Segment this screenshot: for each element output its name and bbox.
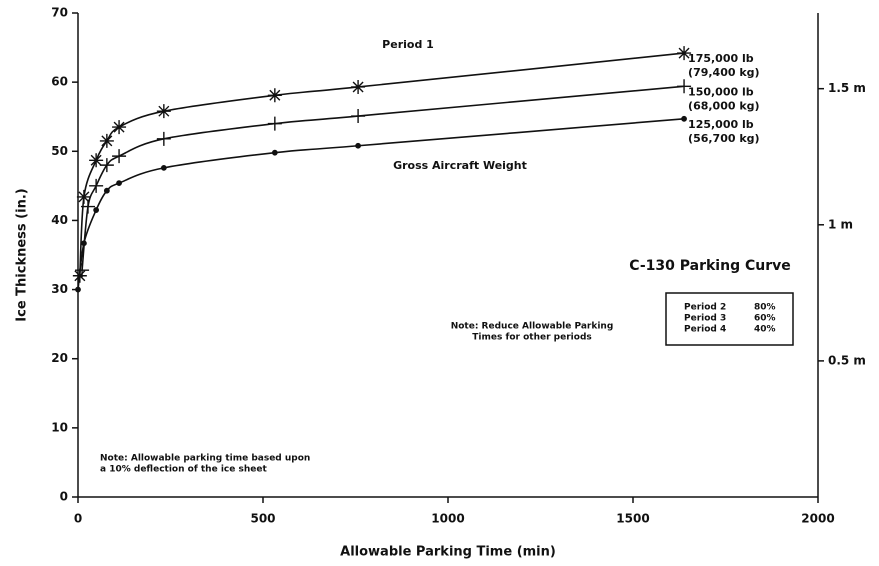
x-tick-label: 500 (250, 512, 275, 526)
point (76, 189, 91, 204)
series-label: 175,000 lb (688, 52, 754, 65)
point (160, 164, 167, 171)
x-tick-label: 1000 (431, 512, 464, 526)
point (267, 116, 282, 131)
x-axis-label: Allowable Parking Time (min) (340, 545, 556, 560)
period-value: 40% (754, 325, 776, 335)
series-sublabel: (79,400 kg) (688, 66, 760, 79)
point (677, 79, 692, 94)
point (89, 153, 104, 168)
point (677, 46, 692, 61)
y-tick-label: 70 (51, 6, 68, 20)
series-line (79, 52, 685, 276)
period-value: 80% (754, 303, 776, 313)
point (156, 104, 171, 119)
y2-tick-label: 1.5 m (828, 81, 866, 95)
y2-tick-label: 0.5 m (828, 353, 866, 367)
chart-title: C-130 Parking Curve (629, 258, 790, 274)
y-axis-label: Ice Thickness (in.) (15, 188, 30, 321)
point (75, 286, 81, 293)
series-label: 125,000 lb (688, 118, 754, 131)
point (116, 180, 122, 186)
point (351, 109, 366, 124)
annotation: Period 1 (382, 38, 434, 51)
point (267, 88, 282, 103)
x-tick-label: 0 (74, 512, 82, 526)
note: a 10% deflection of the ice sheet (100, 465, 267, 475)
point (81, 240, 87, 247)
series-line (77, 117, 685, 290)
point (112, 120, 127, 135)
period-value: 60% (754, 314, 776, 324)
note: Note: Reduce Allowable Parking (451, 322, 614, 332)
point (99, 158, 114, 173)
y-tick-label: 60 (51, 75, 68, 89)
point (112, 149, 127, 164)
point (99, 133, 114, 148)
period-box (665, 292, 794, 346)
y-tick-label: 10 (51, 420, 68, 434)
series-sublabel: (68,000 kg) (688, 99, 760, 112)
series-label: 150,000 lb (688, 85, 754, 98)
point (89, 178, 104, 193)
point (93, 207, 100, 213)
x-tick-label: 1500 (616, 512, 649, 526)
point (103, 187, 110, 194)
period-name: Period 2 (684, 303, 726, 313)
series-sublabel: (56,700 kg) (688, 132, 760, 145)
y-tick-label: 40 (51, 213, 68, 227)
series-line (81, 85, 685, 271)
y-tick-label: 50 (51, 144, 68, 158)
x-tick-label: 2000 (801, 512, 834, 526)
y2-tick-label: 1 m (828, 217, 853, 231)
note: Note: Allowable parking time based upon (100, 454, 310, 464)
period-name: Period 4 (684, 325, 726, 335)
point (355, 142, 361, 149)
point (80, 199, 95, 214)
annotation: Gross Aircraft Weight (393, 159, 527, 172)
point (156, 131, 171, 146)
period-name: Period 3 (684, 314, 726, 324)
y-tick-label: 20 (51, 351, 68, 365)
y-tick-label: 0 (60, 490, 68, 504)
point (681, 115, 687, 122)
y-tick-label: 30 (51, 282, 68, 296)
note: Times for other periods (472, 333, 592, 343)
point (351, 79, 366, 94)
point (75, 263, 90, 278)
point (271, 149, 278, 156)
